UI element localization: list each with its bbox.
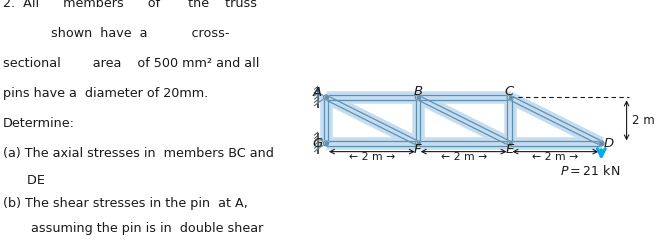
Circle shape [415, 141, 420, 146]
Text: DE: DE [3, 174, 45, 188]
Circle shape [415, 95, 420, 100]
Text: E: E [506, 143, 514, 156]
Text: sectional        area    of 500 mm² and all: sectional area of 500 mm² and all [3, 57, 260, 70]
Circle shape [507, 141, 512, 146]
Text: F: F [414, 143, 422, 156]
Text: assuming the pin is in  double shear: assuming the pin is in double shear [3, 222, 264, 235]
Text: D: D [603, 137, 614, 150]
Text: B: B [413, 85, 422, 98]
Text: A: A [313, 86, 323, 100]
Text: (b) The shear stresses in the pin  at A,: (b) The shear stresses in the pin at A, [3, 197, 248, 210]
Circle shape [323, 95, 329, 100]
Circle shape [323, 141, 329, 146]
Text: C: C [505, 85, 514, 98]
Text: ← 2 m →: ← 2 m → [440, 152, 486, 162]
Polygon shape [318, 138, 326, 149]
Text: pins have a  diameter of 20mm.: pins have a diameter of 20mm. [3, 87, 208, 100]
Text: 2 m: 2 m [632, 114, 655, 127]
Text: ← 2 m →: ← 2 m → [349, 152, 395, 162]
Circle shape [599, 141, 604, 146]
Polygon shape [318, 92, 326, 103]
Text: 2.  All      members      of       the    truss: 2. All members of the truss [3, 0, 257, 10]
Text: shown  have  a           cross-: shown have a cross- [3, 27, 229, 40]
Text: Determine:: Determine: [3, 117, 75, 130]
Circle shape [507, 95, 512, 100]
Text: G: G [313, 137, 323, 150]
Text: ← 2 m →: ← 2 m → [532, 152, 578, 162]
Text: $P = 21\ \mathrm{kN}$: $P = 21\ \mathrm{kN}$ [560, 164, 620, 177]
Text: (a) The axial stresses in  members BC and: (a) The axial stresses in members BC and [3, 147, 274, 160]
